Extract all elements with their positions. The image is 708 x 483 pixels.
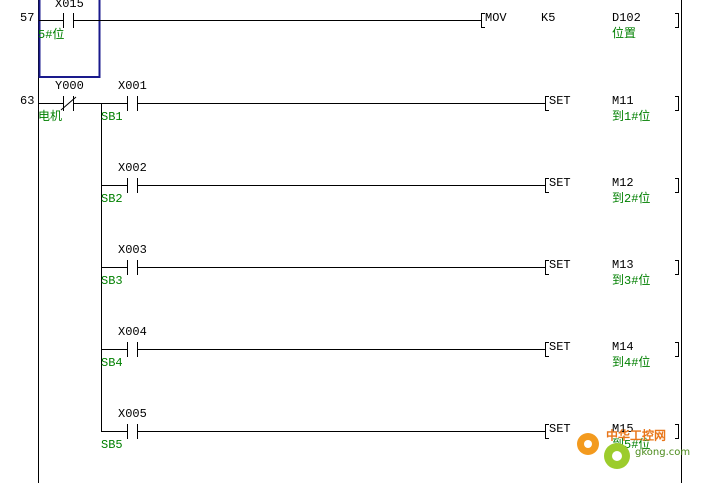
contact-device: X015	[55, 0, 84, 11]
operand-source: K5	[541, 11, 555, 25]
watermark-gear-hole	[584, 440, 592, 448]
contact-comment: 电机	[38, 109, 62, 124]
watermark: 中华工控网 gkong.com	[577, 428, 690, 469]
contact-comment: SB1	[101, 110, 123, 124]
instruction: SET	[549, 258, 571, 272]
watermark-site: gkong.com	[635, 447, 690, 458]
contact-comment: SB4	[101, 356, 123, 370]
contact-device: X001	[118, 79, 147, 93]
operand-comment: 到4#位	[612, 354, 650, 370]
watermark-gear-hole	[612, 451, 622, 461]
step-number: 57	[20, 11, 34, 25]
contact-comment: SB2	[101, 192, 123, 206]
contact-device: Y000	[55, 79, 84, 93]
instruction: SET	[549, 94, 571, 108]
operand-device: M13	[612, 258, 634, 272]
contact-comment: SB3	[101, 274, 123, 288]
watermark-name: 中华工控网	[606, 428, 666, 443]
contact-device: X002	[118, 161, 147, 175]
instruction: MOV	[485, 11, 507, 25]
operand-comment: 到3#位	[612, 272, 650, 288]
instruction: SET	[549, 176, 571, 190]
operand-device: D102	[612, 11, 641, 25]
contact-comment: 5#位	[38, 26, 64, 42]
operand-device: M14	[612, 340, 634, 354]
contact-device: X003	[118, 243, 147, 257]
operand-comment: 位置	[612, 25, 636, 41]
contact-slash	[60, 96, 77, 111]
selection-cursor	[38, 0, 101, 78]
instruction: SET	[549, 422, 571, 436]
operand-device: M11	[612, 94, 634, 108]
operand-device: M12	[612, 176, 634, 190]
step-number: 63	[20, 94, 34, 108]
instruction: SET	[549, 340, 571, 354]
contact-device: X004	[118, 325, 147, 339]
contact-device: X005	[118, 407, 147, 421]
operand-comment: 到1#位	[612, 108, 650, 124]
operand-comment: 到2#位	[612, 190, 650, 206]
contact-comment: SB5	[101, 438, 123, 452]
operand-device: M15	[612, 422, 634, 436]
